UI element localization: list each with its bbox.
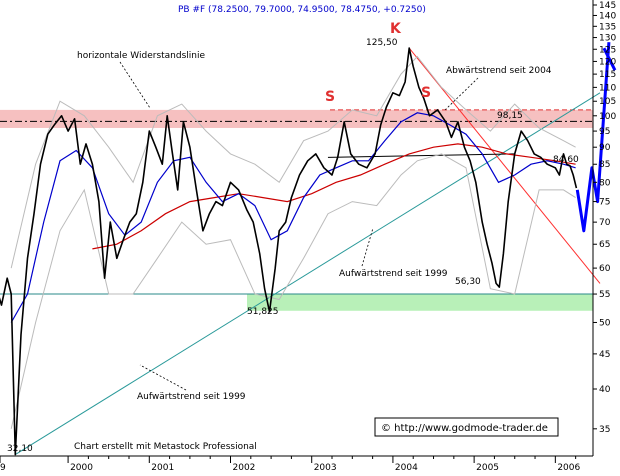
y-tick-label: 125 [599, 45, 616, 55]
pointer-resistance [119, 61, 151, 109]
neckline [327, 153, 515, 158]
chart-title: PB #F (78.2500, 79.7000, 74.9500, 78.475… [178, 5, 426, 15]
value-current: 84,60 [553, 155, 579, 165]
y-tick-label: 100 [599, 112, 616, 122]
label-downtrend: Abwärtstrend seit 2004 [446, 66, 552, 76]
label-shoulder-right: S [421, 85, 431, 101]
label-head: K [390, 21, 402, 37]
y-tick-label: 130 [599, 34, 616, 44]
x-tick-label: 2000 [70, 463, 93, 473]
y-tick-label: 50 [599, 318, 611, 328]
forecast-arrow-tail [602, 47, 617, 71]
y-tick-label: 70 [599, 218, 611, 228]
x-tick-label: 2006 [557, 463, 580, 473]
pointer-uptrend-mid [361, 227, 374, 267]
resistance-zone [0, 109, 593, 128]
y-tick-label: 90 [599, 143, 611, 153]
y-tick-label: 75 [599, 198, 610, 208]
price-line [0, 47, 578, 456]
x-tick-label: 2005 [476, 463, 499, 473]
label-shoulder-left: S [325, 89, 335, 105]
y-tick-label: 115 [599, 70, 616, 80]
y-tick-label: 145 [599, 1, 616, 11]
y-tick-label: 65 [599, 240, 610, 250]
credit-text: Chart erstellt mit Metastock Professiona… [74, 442, 257, 452]
copyright-text: © http://www.godmode-trader.de [381, 423, 548, 434]
y-tick-label: 140 [599, 11, 616, 21]
y-tick-label: 120 [599, 57, 616, 67]
y-tick-label: 105 [599, 97, 616, 107]
copyright-box [374, 417, 559, 437]
value-peak: 125,50 [366, 38, 398, 48]
x-tick-label: 2001 [151, 463, 174, 473]
y-tick-label: 45 [599, 350, 610, 360]
x-tick-label: 2003 [314, 463, 337, 473]
y-tick-label: 35 [599, 425, 610, 435]
x-ticks: 9 2000 2001 2002 2003 2004 2005 2006 [0, 456, 581, 473]
forecast-line [575, 42, 611, 233]
x-tick-label: 2004 [395, 463, 418, 473]
series-layer [0, 42, 617, 456]
moving-average-red-line [92, 143, 576, 250]
x-tick-label: 9 [0, 463, 6, 473]
x-tick-label: 2002 [233, 463, 256, 473]
y-tick-label: 80 [599, 178, 611, 188]
y-tick-label: 85 [599, 160, 610, 170]
y-tick-label: 40 [599, 385, 611, 395]
y-ticks: 35 40 45 50 55 60 65 70 75 80 85 90 95 100 105 110 115 12… [593, 1, 616, 435]
value-low-2005: 56,30 [455, 277, 481, 287]
label-uptrend-mid: Aufwärtstrend seit 1999 [339, 269, 448, 279]
label-uptrend-low: Aufwärtstrend seit 1999 [137, 392, 246, 402]
label-resistance: horizontale Widerstandslinie [77, 51, 205, 61]
y-tick-label: 135 [599, 22, 616, 32]
bollinger-upper-line [10, 55, 576, 269]
bollinger-lower-line [10, 153, 576, 429]
y-tick-label: 55 [599, 290, 610, 300]
pointer-uptrend-low [139, 364, 187, 391]
y-tick-label: 95 [599, 127, 610, 137]
moving-average-blue-line [10, 112, 576, 323]
y-tick-label: 110 [599, 83, 616, 93]
y-tick-label: 60 [599, 264, 611, 274]
support-zone [247, 294, 593, 311]
value-level: 98,15 [497, 111, 523, 121]
value-low-1999: 32,10 [7, 444, 33, 454]
value-low-2002: 51,825 [247, 307, 279, 317]
